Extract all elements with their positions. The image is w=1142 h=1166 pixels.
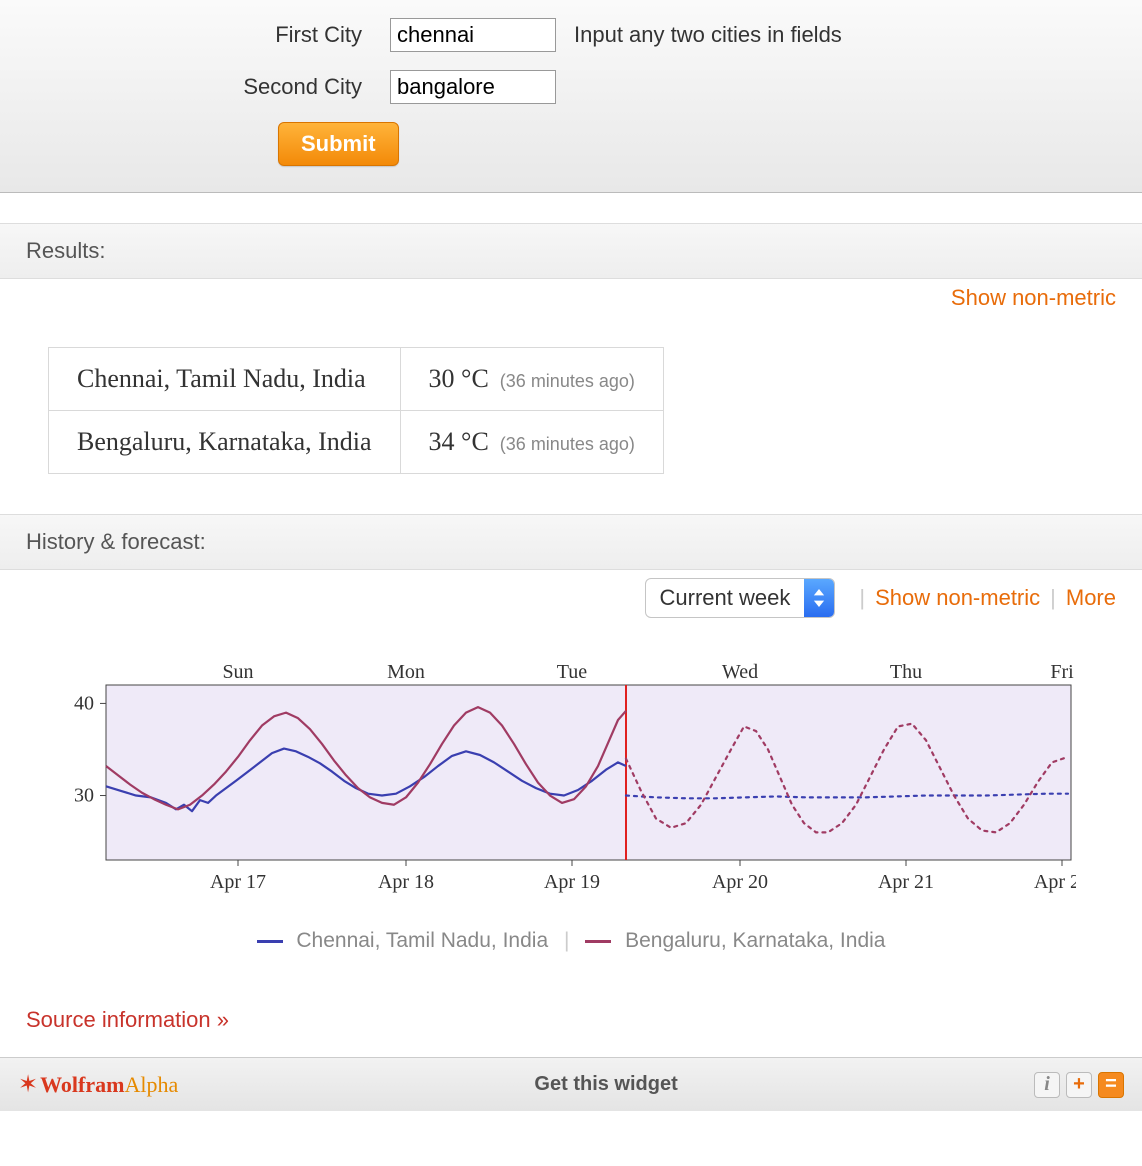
get-widget-link[interactable]: Get this widget [534, 1073, 677, 1096]
table-row: Chennai, Tamil Nadu, India30 °C (36 minu… [49, 348, 664, 411]
second-city-row: Second City [0, 70, 1142, 104]
svg-text:40: 40 [74, 692, 94, 714]
temperature-cell: 34 °C (36 minutes ago) [400, 411, 663, 474]
svg-text:Mon: Mon [387, 661, 425, 683]
svg-text:30: 30 [74, 785, 94, 807]
input-form: First City Input any two cities in field… [0, 0, 1142, 193]
forecast-controls: Current week | Show non-metric | More [0, 570, 1142, 644]
period-select[interactable]: Current week [645, 578, 836, 618]
location-cell: Bengaluru, Karnataka, India [49, 411, 401, 474]
table-row: Bengaluru, Karnataka, India34 °C (36 min… [49, 411, 664, 474]
svg-text:Apr 22: Apr 22 [1034, 871, 1076, 893]
plus-icon[interactable]: + [1066, 1072, 1092, 1098]
legend-series2: Bengaluru, Karnataka, India [625, 929, 885, 952]
results-table: Chennai, Tamil Nadu, India30 °C (36 minu… [48, 347, 664, 474]
brand-part1: Wolfram [40, 1072, 124, 1098]
form-hint: Input any two cities in fields [556, 22, 842, 48]
svg-text:Wed: Wed [722, 661, 758, 683]
show-non-metric-link-2[interactable]: Show non-metric [875, 585, 1040, 611]
svg-text:Apr 17: Apr 17 [210, 871, 266, 893]
svg-text:Tue: Tue [557, 661, 588, 683]
separator: | [849, 585, 875, 611]
forecast-chart: 30 40 Sun Mon Tue Wed Thu Fri Apr 17 Apr 18 Apr 19… [66, 660, 1076, 910]
svg-text:Sun: Sun [222, 661, 253, 683]
svg-text:Fri: Fri [1050, 661, 1074, 683]
submit-button[interactable]: Submit [278, 122, 399, 166]
second-city-input[interactable] [390, 70, 556, 104]
legend-series1: Chennai, Tamil Nadu, India [296, 929, 548, 952]
wolfram-alpha-logo[interactable]: ✶ WolframAlpha [18, 1070, 178, 1099]
svg-text:Thu: Thu [890, 661, 922, 683]
widget-footer: ✶ WolframAlpha Get this widget i + = [0, 1057, 1142, 1111]
equal-icon[interactable]: = [1098, 1072, 1124, 1098]
temperature-cell: 30 °C (36 minutes ago) [400, 348, 663, 411]
location-cell: Chennai, Tamil Nadu, India [49, 348, 401, 411]
first-city-label: First City [0, 22, 390, 48]
info-icon[interactable]: i [1034, 1072, 1060, 1098]
show-non-metric-link[interactable]: Show non-metric [951, 285, 1116, 310]
chevron-updown-icon [804, 579, 834, 617]
more-link[interactable]: More [1066, 585, 1116, 611]
history-forecast-header: History & forecast: [0, 514, 1142, 570]
first-city-input[interactable] [390, 18, 556, 52]
period-select-label: Current week [646, 579, 805, 617]
wolfram-spikey-icon: ✶ [18, 1070, 38, 1099]
svg-text:Apr 20: Apr 20 [712, 871, 768, 893]
results-header: Results: [0, 223, 1142, 279]
svg-text:Apr 18: Apr 18 [378, 871, 434, 893]
svg-text:Apr 19: Apr 19 [544, 871, 600, 893]
forecast-chart-area: 30 40 Sun Mon Tue Wed Thu Fri Apr 17 Apr 18 Apr 19… [0, 644, 1142, 977]
svg-text:Apr 21: Apr 21 [878, 871, 934, 893]
brand-part2: Alpha [124, 1072, 178, 1098]
second-city-label: Second City [0, 74, 390, 100]
results-body: Chennai, Tamil Nadu, India30 °C (36 minu… [0, 333, 1142, 514]
separator: | [1040, 585, 1066, 611]
chart-legend: Chennai, Tamil Nadu, India | Bengaluru, … [26, 915, 1116, 953]
first-city-row: First City Input any two cities in field… [0, 18, 1142, 52]
source-information-link[interactable]: Source information » [26, 1007, 229, 1032]
